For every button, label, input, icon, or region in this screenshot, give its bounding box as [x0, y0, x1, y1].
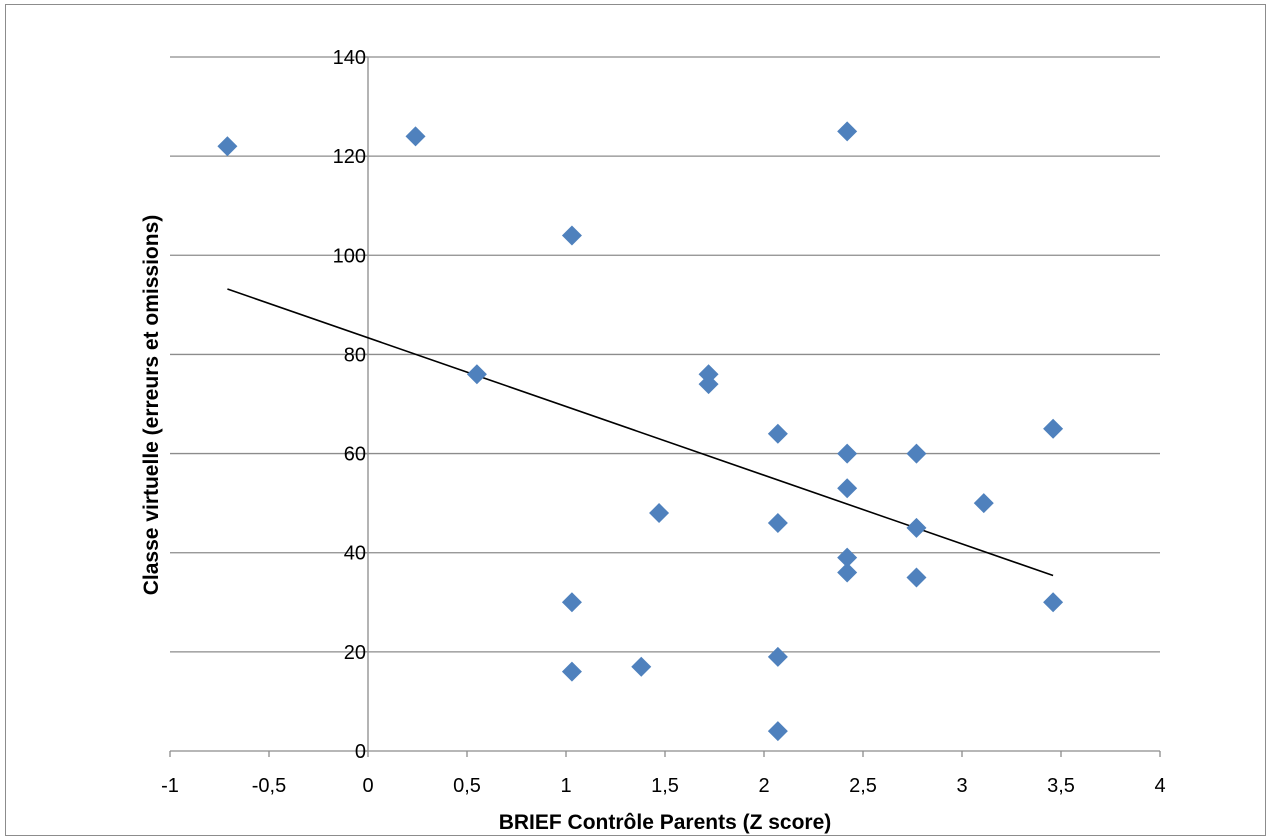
data-point-diamond: [561, 661, 582, 682]
data-point-diamond: [1043, 592, 1064, 613]
data-point-diamond: [767, 646, 788, 667]
x-tick-label: -1: [161, 775, 179, 797]
data-point-diamond: [906, 517, 927, 538]
data-point-diamond: [466, 364, 487, 385]
data-point-diamond: [767, 721, 788, 742]
data-point-diamond: [906, 443, 927, 464]
x-axis-title: BRIEF Contrôle Parents (Z score): [499, 811, 832, 834]
data-point-diamond: [217, 136, 238, 157]
y-tick-label: 20: [344, 642, 366, 664]
y-tick-label: 100: [333, 245, 366, 267]
data-point-diamond: [405, 126, 426, 147]
data-point-diamond: [649, 503, 670, 524]
data-point-diamond: [631, 656, 652, 677]
data-points: [217, 121, 1064, 742]
data-point-diamond: [767, 512, 788, 533]
data-point-diamond: [698, 374, 719, 395]
x-tick-label: 1,5: [651, 775, 679, 797]
data-point-diamond: [837, 562, 858, 583]
trendline-group: [227, 288, 1054, 577]
x-tick-label: 3,5: [1047, 775, 1075, 797]
y-tick-label: 140: [333, 47, 366, 69]
x-tick-label: 4: [1154, 775, 1165, 797]
y-axis-title: Classe virtuelle (erreurs et omissions): [140, 215, 163, 596]
y-tick-label: 60: [344, 444, 366, 466]
axes: [169, 56, 1161, 757]
y-tick-label: 0: [355, 741, 366, 763]
x-tick-label: 2: [758, 775, 769, 797]
data-point-diamond: [1043, 418, 1064, 439]
y-tick-label: 80: [344, 344, 366, 366]
tick-labels: 0 20 40 60 80 100 120 140 -1 -0,5 0 0,5 1 1,5 2 2,5 3 3,5…: [161, 47, 1165, 797]
y-tick-label: 120: [333, 146, 366, 168]
data-point-diamond: [837, 478, 858, 499]
x-tick-label: 0,5: [453, 775, 481, 797]
gridlines: [170, 56, 1160, 653]
x-tick-label: 1: [560, 775, 571, 797]
y-tick-label: 40: [344, 543, 366, 565]
data-point-diamond: [973, 493, 994, 514]
chart-frame: [5, 4, 1266, 836]
x-tick-label: -0,5: [252, 775, 286, 797]
data-point-diamond: [837, 547, 858, 568]
data-point-diamond: [837, 443, 858, 464]
data-point-diamond: [767, 423, 788, 444]
trendline: [227, 288, 1054, 577]
data-point-diamond: [837, 121, 858, 142]
x-tick-label: 0: [362, 775, 373, 797]
data-point-diamond: [561, 225, 582, 246]
x-tick-label: 2,5: [849, 775, 877, 797]
data-point-diamond: [561, 592, 582, 613]
x-tick-label: 3: [956, 775, 967, 797]
data-point-diamond: [906, 567, 927, 588]
